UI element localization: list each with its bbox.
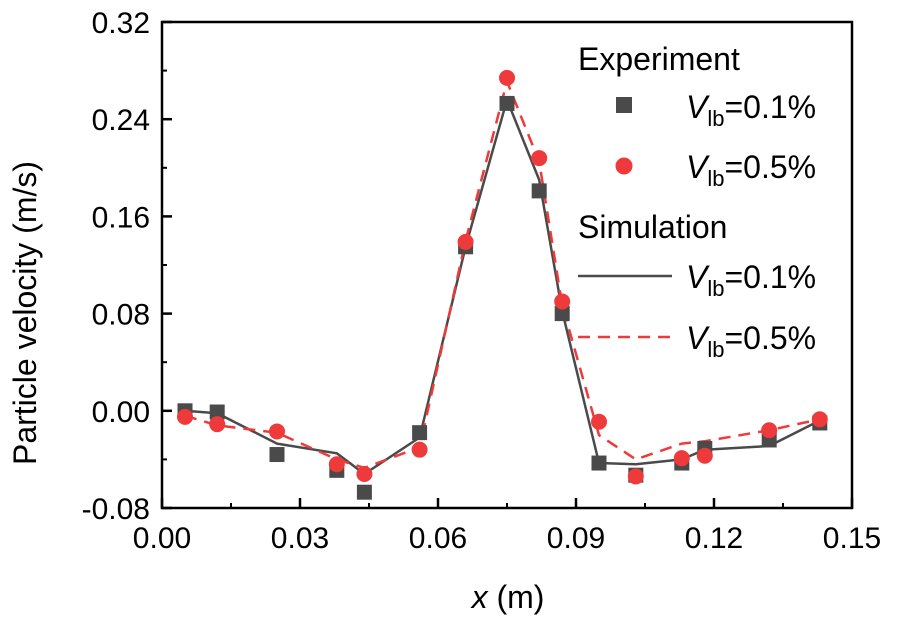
data-point-square (531, 183, 547, 199)
y-tick-label: 0.32 (92, 7, 150, 40)
data-point-circle (209, 416, 226, 433)
x-tick-label: 0.06 (409, 522, 467, 555)
data-point-square (209, 404, 225, 420)
series-line-sim-0.5 (184, 80, 821, 470)
data-point-circle (761, 422, 778, 439)
legend-label-sim-0.5: Vlb=0.5% (686, 320, 816, 362)
legend-marker-exp-0.1 (616, 97, 632, 113)
x-tick-label: 0.09 (547, 522, 605, 555)
data-point-circle (328, 456, 345, 473)
legend-experiment-header: Experiment (578, 41, 740, 77)
y-axis-title: Particle velocity (m/s) (7, 161, 43, 465)
data-point-circle (811, 411, 828, 428)
data-point-circle (531, 150, 548, 167)
data-point-circle (269, 423, 285, 440)
legend-marker-exp-0.5 (615, 157, 633, 175)
data-point-circle (411, 441, 428, 458)
data-point-circle (673, 450, 690, 467)
data-point-square (499, 95, 515, 111)
data-point-square (412, 425, 428, 441)
y-tick-label: 0.08 (92, 299, 150, 332)
x-tick-label: 0.15 (823, 522, 881, 555)
legend-label-sim-0.1: Vlb=0.1% (686, 259, 816, 301)
data-point-square (554, 306, 570, 322)
x-tick-label: 0.03 (271, 522, 329, 555)
legend-label-exp-0.1: Vlb=0.1% (686, 89, 816, 131)
plot-marks: 0.00 0.03 0.06 0.09 0.12 0.15-0.080.000.080.1… (82, 7, 882, 555)
data-point-circle (177, 408, 193, 425)
legend-label-exp-0.5: Vlb=0.5% (686, 149, 816, 191)
data-point-circle (499, 69, 515, 86)
data-point-circle (554, 293, 571, 310)
legend: Experiment Vlb=0.1% Vlb=0.5% Simulation … (578, 41, 816, 362)
legend-simulation-header: Simulation (578, 209, 727, 245)
data-point-circle (356, 465, 373, 482)
data-point-circle (457, 233, 474, 250)
data-point-square (269, 447, 285, 463)
data-point-circle (696, 447, 713, 464)
x-tick-label: 0.00 (133, 522, 191, 555)
data-point-circle (591, 413, 607, 430)
y-tick-label: 0.24 (92, 104, 150, 137)
data-point-square (356, 484, 372, 500)
x-tick-label: 0.12 (685, 522, 743, 555)
data-point-circle (627, 468, 644, 485)
x-axis-title: x (m) (470, 579, 545, 615)
series-line-sim-0.1 (184, 98, 821, 476)
y-tick-label: 0.16 (92, 201, 150, 234)
y-tick-label: 0.00 (92, 396, 150, 429)
y-tick-label: -0.08 (82, 493, 150, 526)
data-point-square (591, 455, 607, 471)
